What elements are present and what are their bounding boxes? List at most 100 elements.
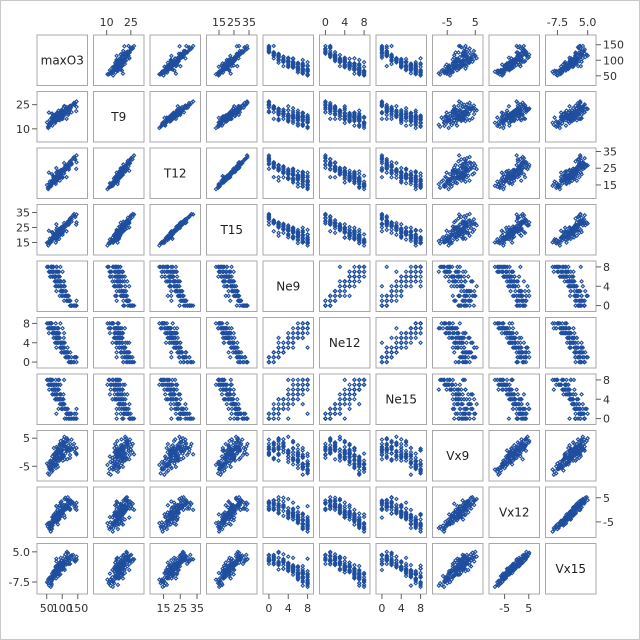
data-point — [352, 56, 357, 61]
data-point — [461, 57, 467, 63]
data-point — [169, 53, 174, 59]
data-point — [182, 50, 187, 56]
data-point — [323, 49, 328, 54]
data-point — [44, 120, 50, 125]
data-point — [235, 53, 241, 58]
data-point — [183, 56, 188, 61]
data-point — [175, 55, 181, 61]
data-point — [285, 63, 291, 69]
data-point — [461, 59, 467, 65]
data-point — [295, 65, 301, 70]
data-point — [285, 58, 291, 64]
data-point — [439, 68, 444, 74]
data-point — [342, 61, 348, 67]
data-point — [516, 62, 522, 67]
data-point — [266, 49, 272, 54]
data-point — [72, 100, 78, 106]
data-point — [444, 68, 450, 74]
data-point — [398, 59, 404, 65]
data-point — [356, 65, 362, 70]
data-point — [281, 63, 286, 69]
data-point — [398, 65, 404, 70]
data-point — [124, 56, 130, 62]
panel-Ne9-vs-T9 — [93, 260, 145, 312]
data-point — [219, 63, 224, 68]
diagonal-label-T15: T15 — [219, 223, 243, 237]
panel-T9-vs-Ne15 — [375, 91, 427, 143]
data-point — [398, 58, 404, 64]
data-point — [453, 50, 459, 55]
panel-T9-vs-Vx12 — [488, 91, 540, 143]
data-point — [389, 43, 394, 49]
data-point — [470, 59, 475, 65]
data-point — [276, 57, 281, 63]
data-point — [413, 65, 419, 71]
data-point — [120, 71, 126, 76]
panel-T12-vs-T15 — [206, 147, 258, 199]
data-point — [551, 70, 557, 76]
data-point — [156, 125, 162, 131]
data-point — [177, 43, 182, 49]
panel-frame — [93, 91, 145, 143]
data-point — [578, 54, 583, 59]
data-point — [451, 52, 457, 58]
diagonal-label-maxO3: maxO3 — [41, 53, 84, 67]
panel-Ne9-vs-Ne9: Ne9 — [262, 260, 314, 312]
panel-T12-vs-maxO3 — [36, 147, 88, 199]
panel-T12-vs-Vx9 — [432, 147, 484, 199]
data-point — [223, 65, 229, 70]
panel-maxO3-vs-Vx9 — [432, 34, 484, 86]
panel-T15-vs-maxO3 — [36, 204, 88, 256]
data-point — [271, 50, 277, 56]
data-point — [379, 48, 385, 54]
data-point — [454, 58, 460, 64]
data-point — [446, 71, 452, 77]
data-point — [54, 110, 60, 116]
data-point — [237, 50, 243, 56]
data-point — [581, 48, 587, 54]
data-point — [73, 108, 79, 114]
data-point — [290, 65, 296, 71]
data-point — [233, 55, 239, 61]
data-point — [118, 51, 124, 57]
panel-maxO3-vs-T9 — [93, 34, 145, 86]
data-point — [384, 43, 390, 49]
data-point — [213, 71, 219, 77]
data-point — [352, 65, 357, 71]
data-point — [69, 109, 74, 115]
data-point — [450, 69, 456, 75]
data-point — [503, 66, 509, 72]
panel-T12-vs-Ne9 — [262, 147, 314, 199]
data-point — [186, 100, 192, 106]
data-point — [499, 62, 505, 67]
data-point — [276, 53, 281, 58]
data-point — [180, 53, 186, 58]
data-point — [389, 55, 394, 61]
data-point — [361, 70, 367, 76]
data-point — [300, 62, 306, 68]
data-point — [444, 62, 450, 67]
panel-T12-vs-Ne12 — [319, 147, 371, 199]
data-point — [177, 51, 183, 57]
data-point — [327, 43, 333, 49]
data-point — [110, 73, 116, 78]
data-point — [436, 70, 442, 76]
data-point — [356, 70, 362, 76]
data-point — [305, 66, 310, 72]
data-point — [126, 43, 131, 49]
data-point — [159, 69, 165, 74]
data-point — [327, 48, 333, 54]
data-point — [185, 49, 191, 54]
data-point — [125, 49, 131, 54]
data-point — [300, 70, 306, 76]
data-point — [159, 70, 165, 76]
data-point — [384, 53, 390, 58]
panel-Ne9-vs-T15 — [206, 260, 258, 312]
data-point — [64, 106, 70, 112]
panel-T12-vs-T9 — [93, 147, 145, 199]
data-point — [442, 70, 447, 76]
data-point — [117, 61, 122, 67]
panel-T15-vs-Ne9 — [262, 204, 314, 256]
